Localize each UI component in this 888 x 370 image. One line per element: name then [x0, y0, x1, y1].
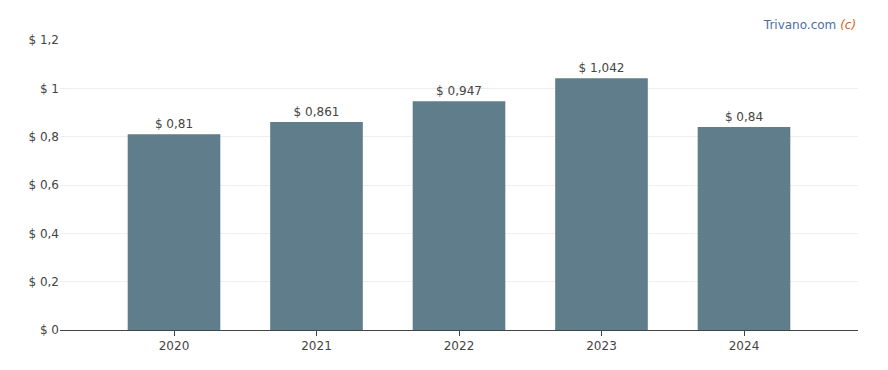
svg-text:2021: 2021: [301, 339, 332, 353]
svg-text:$ 1,2: $ 1,2: [28, 33, 59, 47]
svg-text:$ 0: $ 0: [40, 323, 59, 337]
svg-text:$ 0,861: $ 0,861: [294, 105, 340, 119]
svg-text:$ 0,6: $ 0,6: [28, 178, 59, 192]
svg-text:$ 1,042: $ 1,042: [579, 61, 625, 75]
svg-text:$ 0,8: $ 0,8: [28, 130, 59, 144]
svg-text:$ 0,2: $ 0,2: [28, 275, 59, 289]
svg-text:2024: 2024: [729, 339, 760, 353]
svg-text:$ 0,81: $ 0,81: [155, 117, 193, 131]
svg-text:$ 0,4: $ 0,4: [28, 227, 59, 241]
svg-text:2023: 2023: [586, 339, 617, 353]
svg-text:Trivano.com (c): Trivano.com (c): [760, 18, 856, 32]
svg-text:2020: 2020: [159, 339, 190, 353]
svg-text:2022: 2022: [444, 339, 475, 353]
svg-text:$ 1: $ 1: [40, 82, 59, 96]
svg-text:$ 0,84: $ 0,84: [725, 110, 763, 124]
svg-text:$ 0,947: $ 0,947: [436, 84, 482, 98]
